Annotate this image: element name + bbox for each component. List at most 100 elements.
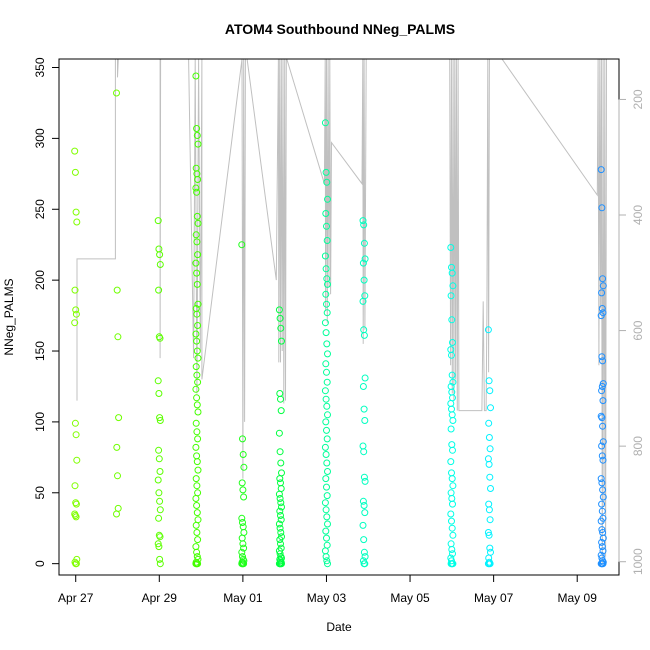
data-point (114, 472, 121, 480)
chart-title: ATOM4 Southbound NNeg_PALMS (225, 21, 455, 37)
data-point (323, 178, 331, 186)
data-point (359, 217, 367, 225)
data-point (276, 448, 284, 456)
data-point (486, 516, 494, 524)
data-point (192, 259, 200, 267)
secondary-tick-label: 200 (631, 89, 645, 109)
data-point (322, 329, 330, 337)
data-point (193, 347, 201, 355)
series-3 (192, 72, 202, 568)
y-tick-label: 50 (33, 486, 47, 500)
data-point (597, 560, 605, 568)
data-point (194, 176, 202, 183)
data-point (598, 543, 606, 551)
data-point (321, 319, 329, 327)
data-point (156, 334, 164, 342)
data-point (277, 540, 284, 548)
data-point (485, 377, 493, 385)
data-point (276, 524, 284, 532)
y-tick-label: 100 (33, 412, 47, 432)
data-point (155, 446, 163, 454)
data-point (321, 443, 329, 451)
data-point (240, 463, 248, 471)
data-point (447, 244, 455, 251)
data-point (239, 519, 246, 526)
data-point (449, 531, 457, 539)
data-point (361, 560, 369, 568)
data-point (321, 499, 329, 507)
data-point (154, 476, 162, 484)
data-point (71, 147, 79, 155)
data-point (240, 544, 248, 552)
x-tick-label: May 05 (390, 591, 430, 605)
data-point (72, 500, 80, 508)
data-point (599, 534, 607, 542)
data-point (239, 451, 247, 458)
data-point (192, 475, 200, 483)
data-point (448, 269, 456, 277)
data-point (487, 404, 494, 412)
data-point (485, 560, 493, 568)
data-point (360, 331, 368, 339)
data-point (193, 428, 201, 436)
data-point (323, 557, 331, 565)
data-point (193, 529, 201, 536)
series-9 (484, 326, 494, 568)
data-point (321, 387, 329, 395)
data-point (156, 468, 164, 475)
data-point (275, 490, 283, 498)
data-point (72, 560, 80, 568)
data-point (597, 475, 605, 483)
data-point (360, 405, 368, 413)
data-point (275, 520, 283, 528)
data-point (599, 275, 607, 283)
data-point (598, 387, 606, 395)
data-point (193, 212, 201, 220)
data-point (598, 500, 606, 508)
data-point (322, 168, 330, 176)
data-point (486, 387, 494, 395)
data-point (193, 560, 201, 568)
data-point (277, 324, 285, 332)
data-point (154, 217, 162, 225)
data-point (449, 446, 456, 454)
data-points-layer (71, 72, 607, 568)
data-point (486, 445, 494, 453)
data-point (484, 326, 492, 334)
secondary-tick-label: 800 (631, 436, 645, 456)
data-point (324, 560, 331, 568)
data-point (71, 319, 79, 327)
data-point (72, 513, 80, 521)
data-point (72, 310, 80, 318)
data-point (599, 397, 607, 405)
data-point (193, 548, 201, 556)
data-point (322, 451, 330, 458)
data-point (599, 282, 607, 290)
data-point (155, 489, 163, 497)
data-point (448, 560, 456, 568)
data-point (359, 521, 367, 529)
data-point (322, 360, 330, 368)
y-tick-label: 200 (33, 270, 47, 290)
data-point (193, 188, 201, 196)
data-point (598, 414, 606, 422)
data-point (449, 417, 457, 424)
data-point (72, 208, 80, 216)
data-point (278, 337, 285, 345)
data-point (361, 255, 369, 263)
data-point (361, 509, 369, 517)
data-point (324, 411, 331, 419)
data-point (448, 351, 455, 359)
data-point (484, 529, 492, 536)
data-point (360, 221, 368, 229)
data-point (599, 357, 607, 365)
data-point (276, 536, 284, 544)
data-point (447, 458, 455, 466)
data-point (323, 378, 331, 386)
data-point (322, 210, 330, 217)
data-point (324, 280, 331, 288)
data-point (598, 526, 606, 534)
data-point (323, 513, 331, 521)
data-point (322, 506, 330, 514)
data-point (277, 395, 284, 403)
